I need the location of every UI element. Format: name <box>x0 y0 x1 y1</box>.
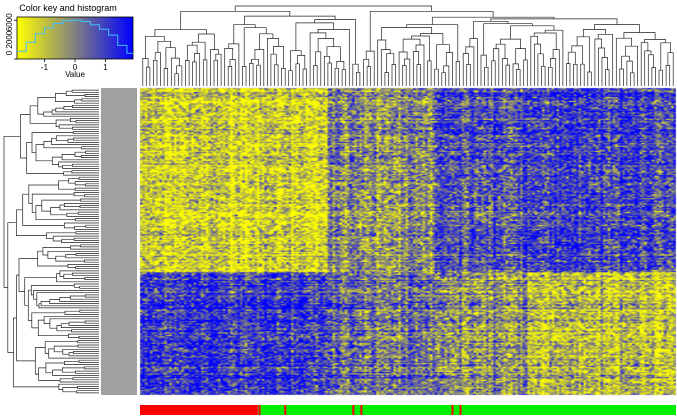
color-key-y-tick-label: 6000 <box>5 13 14 31</box>
dendrogram-branches <box>3 89 99 394</box>
annotation-stripe <box>451 405 454 415</box>
color-key-x-axis: -1 0 1 <box>41 59 108 72</box>
annotation-segment <box>140 405 258 415</box>
annotation-stripe <box>258 405 261 415</box>
annotation-stripe <box>360 405 363 415</box>
annotation-stripe <box>459 405 462 415</box>
row-label-strip <box>101 88 137 395</box>
row-dendrogram <box>3 89 99 394</box>
color-key-x-tick-label: 0 <box>73 63 78 72</box>
color-key-x-tick-label: 1 <box>103 63 108 72</box>
color-key-y-tick-label: 0 2000 <box>5 30 14 55</box>
annotation-stripe <box>352 405 355 415</box>
annotation-stripe <box>156 405 159 415</box>
dendrogram-branches <box>142 5 674 86</box>
annotation-segment <box>257 405 676 415</box>
color-key-xlabel: Value <box>65 70 85 79</box>
annotation-stripe <box>284 405 287 415</box>
heatmap-cells <box>140 88 676 395</box>
color-key-gradient <box>16 16 134 60</box>
column-dendrogram <box>142 5 674 86</box>
heatmap-frame <box>139 87 677 396</box>
column-annotation-bar <box>140 405 676 415</box>
color-key-title: Color key and histogram <box>19 3 117 13</box>
color-key-x-tick-label: -1 <box>41 63 49 72</box>
color-key-histogram <box>17 19 133 54</box>
color-key: Color key and histogram -1 0 1 0 20006000 … <box>5 3 134 79</box>
